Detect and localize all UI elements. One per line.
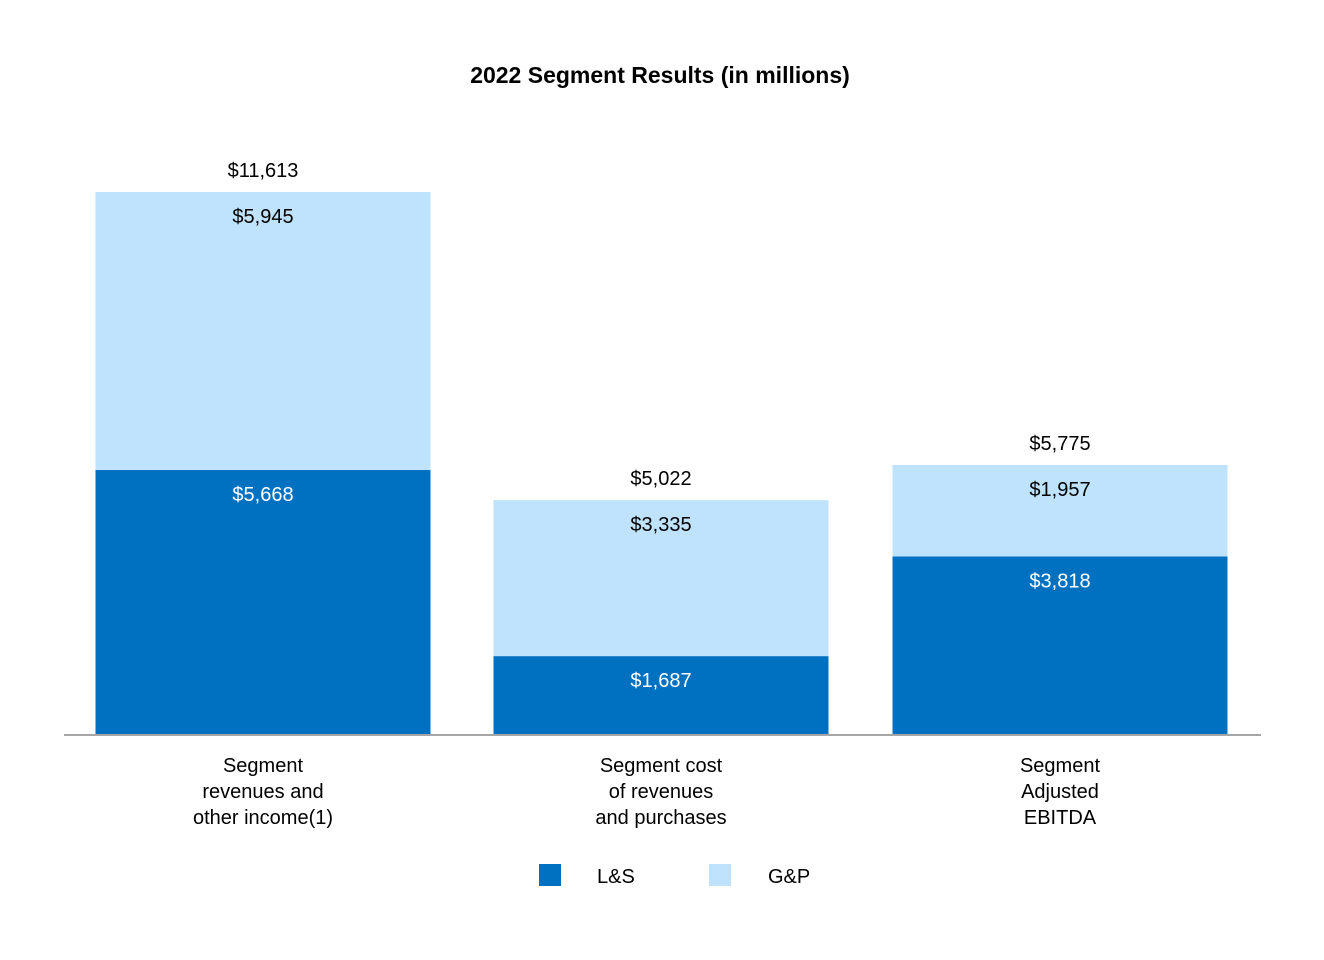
value-label-gp-0: $5,945 bbox=[232, 206, 293, 228]
bars-layer bbox=[95, 192, 1228, 735]
value-label-ls-0: $5,668 bbox=[232, 484, 293, 506]
value-label-ls-2: $3,818 bbox=[1029, 570, 1090, 592]
category-label-0-line-2: other income(1) bbox=[193, 807, 333, 829]
category-label-2-line-1: Adjusted bbox=[1021, 781, 1099, 803]
category-label-1-line-2: and purchases bbox=[595, 807, 726, 829]
chart-title: 2022 Segment Results (in millions) bbox=[470, 62, 850, 88]
value-label-gp-1: $3,335 bbox=[630, 514, 691, 536]
category-label-2-line-2: EBITDA bbox=[1024, 807, 1097, 829]
bar-gp-2 bbox=[892, 464, 1228, 557]
total-label-0: $11,613 bbox=[228, 160, 299, 182]
legend-swatch-ls bbox=[539, 864, 561, 886]
legend-label-gp: G&P bbox=[768, 866, 810, 888]
bar-ls-0 bbox=[95, 469, 431, 735]
bar-gp-0 bbox=[95, 192, 431, 470]
bar-gp-1 bbox=[493, 500, 829, 657]
category-label-0-line-1: revenues and bbox=[202, 781, 323, 803]
legend: L&S G&P bbox=[539, 864, 810, 888]
labels-layer: $5,668 $5,945 $11,613 $1,687 $3,335 $5,022 $3,… bbox=[228, 160, 1091, 692]
bar-ls-1 bbox=[493, 656, 829, 735]
bar-ls-2 bbox=[892, 556, 1228, 735]
legend-label-ls: L&S bbox=[597, 866, 635, 888]
category-labels: Segment revenues and other income(1) Segmen… bbox=[193, 755, 1100, 829]
total-label-2: $5,775 bbox=[1029, 433, 1090, 455]
total-label-1: $5,022 bbox=[630, 468, 691, 490]
category-label-2-line-0: Segment bbox=[1020, 755, 1100, 777]
legend-swatch-gp bbox=[709, 864, 731, 886]
value-label-ls-1: $1,687 bbox=[630, 670, 691, 692]
category-label-0-line-0: Segment bbox=[223, 755, 303, 777]
category-label-1-line-0: Segment cost bbox=[600, 755, 723, 777]
value-label-gp-2: $1,957 bbox=[1029, 479, 1090, 501]
category-label-1-line-1: of revenues bbox=[609, 781, 714, 803]
